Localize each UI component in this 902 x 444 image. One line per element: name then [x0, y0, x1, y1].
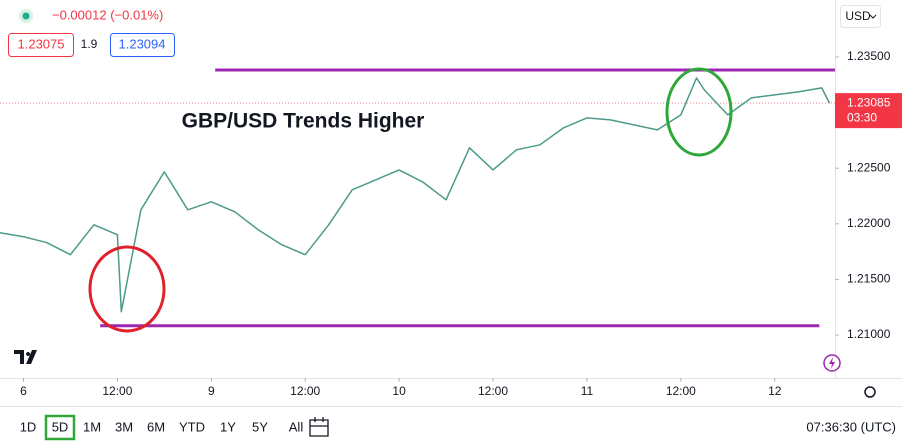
range-button[interactable]: 1Y — [220, 419, 236, 434]
currency-caret — [869, 14, 877, 19]
currency-button[interactable] — [840, 5, 881, 28]
x-tick-label: 12 — [768, 384, 782, 398]
spread: 1.9 — [81, 37, 98, 51]
chart-title: GBP/USD Trends Higher — [182, 110, 425, 133]
countdown: 03:30 — [847, 110, 877, 124]
clock: 07:36:30 (UTC) — [806, 419, 896, 434]
range-button[interactable]: All — [289, 419, 304, 434]
range-button[interactable]: 1D — [20, 419, 37, 434]
tv-logo — [14, 350, 37, 364]
high-circle — [665, 67, 733, 157]
currency[interactable]: USD — [845, 9, 871, 23]
date-range-icon[interactable] — [309, 417, 329, 437]
last-price-box — [835, 93, 902, 129]
x-tick-label: 12:00 — [666, 384, 696, 398]
settings-icon[interactable] — [864, 386, 876, 398]
range-button[interactable]: YTD — [179, 419, 205, 434]
y-tick-label: 1.23500 — [847, 49, 891, 63]
range-button[interactable]: 6M — [147, 419, 165, 434]
bid[interactable]: 1.23075 — [18, 36, 65, 51]
event-bolt — [829, 357, 835, 369]
range-button[interactable]: 3M — [115, 419, 133, 434]
change: −0.00012 (−0.01%) — [52, 7, 163, 22]
x-tick-label: 10 — [392, 384, 406, 398]
last-price-label: 1.23085 — [847, 95, 891, 109]
toolbar: 1D 5D 1M 3M 6M YTD 1Y 5Y All — [20, 414, 304, 441]
y-tick-label: 1.22000 — [847, 216, 891, 230]
price-line — [0, 77, 831, 313]
ask[interactable]: 1.23094 — [119, 36, 166, 51]
x-tick-label: 9 — [208, 384, 215, 398]
x-tick-label: 6 — [20, 384, 27, 398]
low-circle — [88, 245, 166, 333]
ask-button[interactable] — [110, 33, 175, 57]
y-tick-label: 1.22500 — [847, 160, 891, 174]
x-tick-label: 12:00 — [290, 384, 320, 398]
range-active — [44, 414, 76, 441]
range-button[interactable]: 5Y — [252, 419, 268, 434]
y-tick-label: 1.21000 — [847, 327, 891, 341]
x-tick-label: 12:00 — [478, 384, 508, 398]
range-button[interactable]: 1M — [83, 419, 101, 434]
x-tick-label: 11 — [581, 384, 594, 398]
y-tick-label: 1.21500 — [847, 272, 891, 286]
status-dot — [22, 12, 30, 20]
bid-button[interactable] — [8, 33, 74, 57]
x-tick-label: 12:00 — [102, 384, 132, 398]
range-button[interactable]: 5D — [52, 419, 69, 434]
plot — [0, 68, 835, 328]
